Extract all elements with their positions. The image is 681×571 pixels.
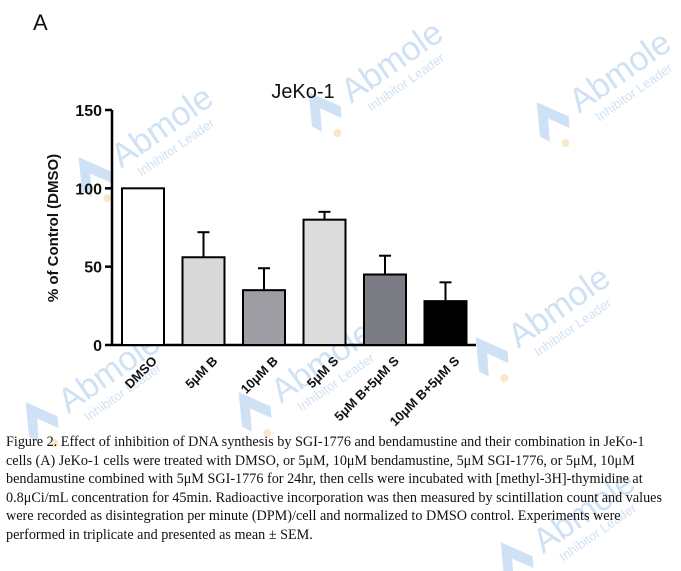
y-tick-label: 0 <box>93 338 102 355</box>
watermark-logo-icon <box>308 92 342 132</box>
watermark-logo-icon <box>238 392 272 432</box>
bar <box>302 218 347 347</box>
y-axis-label: % of Control (DMSO) <box>45 154 62 302</box>
panel-label: A <box>33 10 48 35</box>
watermark-logo-icon <box>536 102 570 142</box>
y-tick-label: 100 <box>75 181 102 198</box>
bar <box>242 289 286 346</box>
bar <box>363 273 407 346</box>
figure-caption: Figure 2. Effect of inhibition of DNA sy… <box>6 434 662 543</box>
y-tick-label: 50 <box>84 260 102 277</box>
bar <box>423 300 468 346</box>
watermark-dot-icon <box>333 129 342 138</box>
watermark-logo-icon <box>78 157 112 197</box>
watermark-dot-icon <box>103 194 112 203</box>
watermark-logo-icon <box>500 542 534 571</box>
bar <box>181 256 226 346</box>
chart-title: JeKo-1 <box>271 81 334 103</box>
watermark-dot-icon <box>50 439 59 448</box>
y-tick-label: 150 <box>75 103 102 120</box>
x-tick-label: 5μM B <box>182 353 220 391</box>
bar-series <box>121 187 468 347</box>
watermark-logo-icon <box>475 337 509 377</box>
watermark-dot-icon <box>561 139 570 148</box>
bar <box>121 187 165 346</box>
watermark-dot-icon <box>500 374 509 383</box>
watermark-logo-icon <box>25 402 59 442</box>
chart-axes: 0 50 100 150 <box>75 103 476 355</box>
watermark-dot-icon <box>263 429 272 438</box>
